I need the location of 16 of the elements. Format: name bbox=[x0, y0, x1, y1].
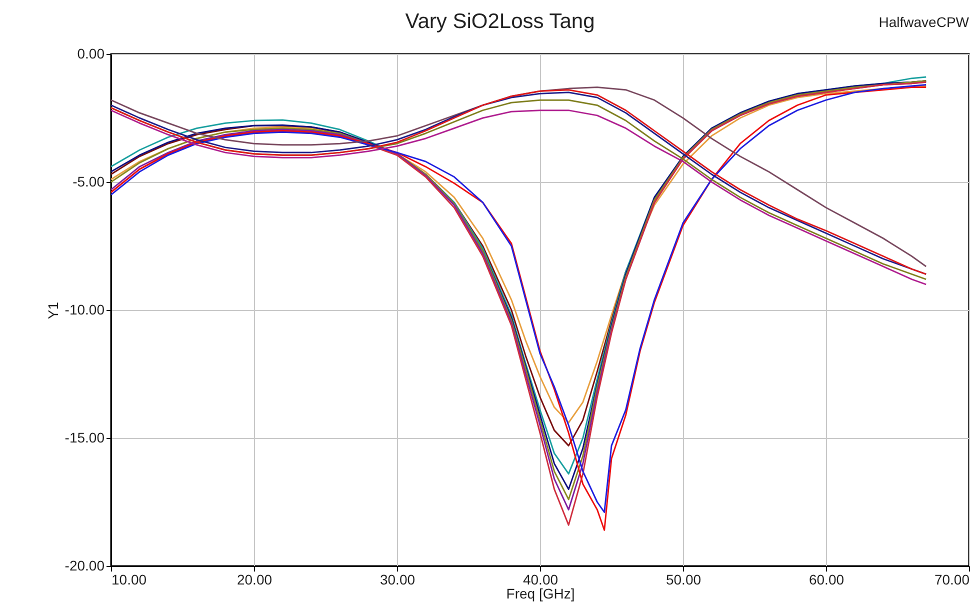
x-axis-title: Freq [GHz] bbox=[506, 586, 575, 602]
x-tick-label: 20.00 bbox=[236, 572, 272, 588]
y-axis-title: Y1 bbox=[44, 302, 61, 320]
text: HalfwaveCPW bbox=[878, 14, 970, 30]
y-tick-label: -20.00 bbox=[64, 558, 105, 574]
x-tick-label: 70.00 bbox=[934, 572, 970, 588]
x-tick-label: 10.00 bbox=[112, 572, 147, 588]
y-tick-label: -10.00 bbox=[64, 302, 105, 318]
x-tick-label: 30.00 bbox=[380, 572, 416, 588]
x-tick-label: 60.00 bbox=[808, 572, 844, 588]
y-tick-label: -5.00 bbox=[72, 174, 105, 190]
x-tick-label: 40.00 bbox=[522, 572, 558, 588]
chart-title: Vary SiO2Loss Tang bbox=[405, 10, 595, 33]
y-tick-label: -15.00 bbox=[64, 430, 105, 446]
x-tick-label: 50.00 bbox=[666, 572, 702, 588]
y-tick-label: 0.00 bbox=[77, 46, 105, 62]
